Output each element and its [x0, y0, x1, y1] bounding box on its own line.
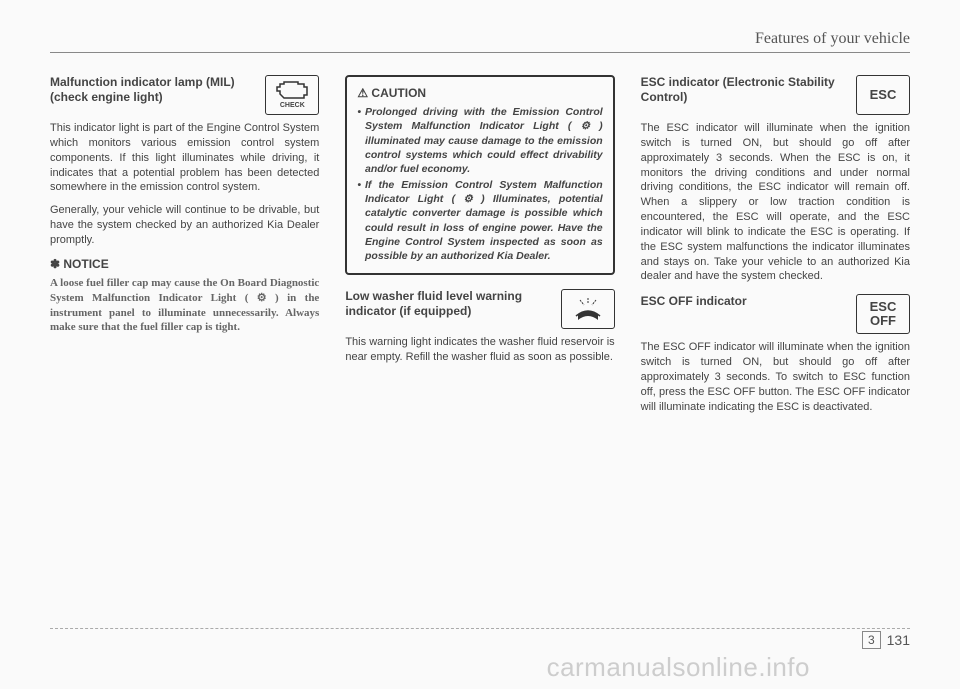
- caution-text-2: If the Emission Control System Malfuncti…: [365, 178, 603, 263]
- notice-body: A loose fuel filler cap may cause the On…: [50, 276, 319, 335]
- notice-heading: ✽ NOTICE: [50, 256, 319, 272]
- bullet-icon: •: [357, 105, 361, 176]
- column-1: Malfunction indicator lamp (MIL) (check …: [50, 75, 319, 423]
- caution-box: ⚠ CAUTION • Prolonged driving with the E…: [345, 75, 614, 275]
- page-footer: 3 131: [862, 631, 910, 649]
- esc-heading: ESC indicator (Electronic Stability Cont…: [641, 75, 848, 105]
- esc-off-heading-row: ESC OFF indicator ESC OFF: [641, 294, 910, 334]
- check-engine-icon: CHECK: [265, 75, 319, 115]
- mil-para-1: This indicator light is part of the Engi…: [50, 121, 319, 195]
- mil-heading-row: Malfunction indicator lamp (MIL) (check …: [50, 75, 319, 115]
- esc-icon: ESC: [856, 75, 910, 115]
- caution-item-1: • Prolonged driving with the Emission Co…: [357, 105, 602, 176]
- check-label: CHECK: [280, 101, 305, 110]
- washer-fluid-icon: [561, 289, 615, 329]
- mil-para-2: Generally, your vehicle will continue to…: [50, 203, 319, 248]
- washer-para: This warning light indicates the washer …: [345, 335, 614, 365]
- esc-off-heading: ESC OFF indicator: [641, 294, 747, 309]
- column-3: ESC indicator (Electronic Stability Cont…: [641, 75, 910, 423]
- section-title: Features of your vehicle: [755, 30, 910, 48]
- manual-page: Features of your vehicle Malfunction ind…: [0, 0, 960, 689]
- caution-body: • Prolonged driving with the Emission Co…: [357, 105, 602, 263]
- content-columns: Malfunction indicator lamp (MIL) (check …: [50, 75, 910, 423]
- washer-heading-row: Low washer fluid level warning indicator…: [345, 289, 614, 329]
- page-number: 131: [887, 632, 910, 648]
- mil-heading: Malfunction indicator lamp (MIL) (check …: [50, 75, 257, 105]
- page-header: Features of your vehicle: [50, 30, 910, 53]
- washer-heading: Low washer fluid level warning indicator…: [345, 289, 552, 319]
- esc-off-icon: ESC OFF: [856, 294, 910, 334]
- column-2: ⚠ CAUTION • Prolonged driving with the E…: [345, 75, 614, 423]
- caution-text-1: Prolonged driving with the Emission Cont…: [365, 105, 603, 176]
- bullet-icon: •: [357, 178, 361, 263]
- esc-para: The ESC indicator will illuminate when t…: [641, 121, 910, 284]
- watermark: carmanualsonline.info: [547, 652, 810, 683]
- footer-divider: [50, 628, 910, 629]
- esc-off-para: The ESC OFF indicator will illuminate wh…: [641, 340, 910, 414]
- chapter-number: 3: [862, 631, 881, 649]
- caution-title: ⚠ CAUTION: [357, 85, 602, 101]
- esc-heading-row: ESC indicator (Electronic Stability Cont…: [641, 75, 910, 115]
- caution-item-2: • If the Emission Control System Malfunc…: [357, 178, 602, 263]
